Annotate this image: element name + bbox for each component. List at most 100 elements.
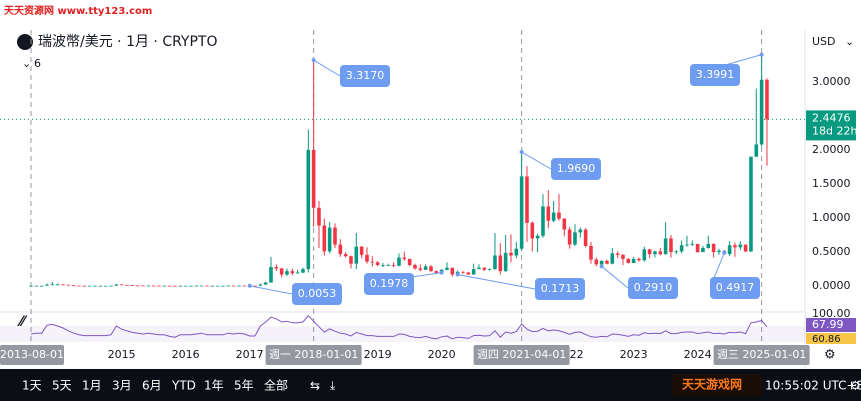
compare-icon[interactable]: ⇆ xyxy=(310,379,320,393)
candle-body xyxy=(285,271,289,275)
rsi-ma-last: 60.86 xyxy=(812,334,841,345)
range-button[interactable]: 1年 xyxy=(204,379,224,393)
range-button[interactable]: 全部 xyxy=(264,378,288,393)
candle-body xyxy=(386,265,391,266)
clock: 10:55:02 UTC+8 xyxy=(765,379,861,393)
candle-body xyxy=(642,249,647,261)
candle-body xyxy=(418,268,423,270)
rsi-last-box xyxy=(806,318,856,332)
candle-body xyxy=(130,285,135,286)
candle-body xyxy=(685,244,689,246)
range-button[interactable]: 3月 xyxy=(112,379,132,393)
candle-body xyxy=(77,285,81,287)
candle-body xyxy=(674,251,679,253)
candle-body xyxy=(359,246,364,255)
candle-body xyxy=(669,238,673,253)
indicator-toggle[interactable]: ⌄ xyxy=(22,57,31,70)
candle-body xyxy=(311,149,316,208)
candle-body xyxy=(589,245,593,260)
range-button[interactable]: 5年 xyxy=(234,379,254,393)
candle-body xyxy=(103,285,108,287)
candle-body xyxy=(93,285,97,287)
candle-body xyxy=(733,245,737,248)
x-tick-label: 2016 xyxy=(172,348,200,361)
symbol-logo xyxy=(17,34,33,50)
candle-body xyxy=(605,260,609,264)
candle-body xyxy=(119,284,124,286)
annotation-box xyxy=(364,273,414,295)
candle-body xyxy=(327,227,332,252)
annotation-point xyxy=(439,270,444,275)
currency[interactable]: USD xyxy=(812,35,836,48)
range-button[interactable]: 5天 xyxy=(52,379,72,393)
candle-body xyxy=(162,285,167,287)
candle-body xyxy=(717,250,721,253)
candle-body xyxy=(498,255,503,272)
candle-body xyxy=(279,268,284,275)
candle-body xyxy=(466,272,471,275)
candle-body xyxy=(205,285,209,287)
x-tick-label: 2023 xyxy=(620,348,648,361)
currency-dropdown[interactable]: ⌄ xyxy=(845,35,854,48)
candle-body xyxy=(530,222,535,239)
annotation-point xyxy=(722,250,727,255)
x-tick-label: 2024 xyxy=(684,348,712,361)
annotation-point xyxy=(311,58,316,63)
annotation-label: 0.4917 xyxy=(716,281,755,294)
rsi-last: 67.99 xyxy=(812,318,844,331)
settings-icon[interactable]: ⚙ xyxy=(850,379,861,393)
candle-body xyxy=(82,285,87,287)
candle-body xyxy=(626,258,631,263)
annotation-leader xyxy=(521,151,552,170)
symbol-title: 瑞波幣/美元 · 1月 · CRYPTO xyxy=(38,34,218,50)
annotation-label: 0.1713 xyxy=(541,282,580,295)
candle-body xyxy=(125,284,129,286)
candle-body xyxy=(34,285,39,287)
axis-settings[interactable]: ⚙ xyxy=(824,348,836,363)
candle-body xyxy=(269,267,273,283)
annotation-box xyxy=(710,277,760,299)
candle-body xyxy=(146,285,151,287)
candle-body xyxy=(423,266,428,270)
candle-body xyxy=(434,271,439,274)
candle-body xyxy=(551,212,556,221)
annotation-point xyxy=(247,283,252,288)
annotation-point xyxy=(759,52,764,57)
x-tick-label: 2020 xyxy=(428,348,456,361)
candle-body xyxy=(482,267,487,270)
annotation-leader xyxy=(601,265,629,289)
candle-body xyxy=(679,245,684,252)
annotation-label: 1.9690 xyxy=(557,162,596,175)
candle-body xyxy=(381,265,385,266)
annotation-leader xyxy=(457,273,536,290)
candle-body xyxy=(71,285,76,287)
range-button[interactable]: YTD xyxy=(171,379,196,393)
annotation-box xyxy=(340,65,390,87)
candle-body xyxy=(477,267,481,270)
candle-body xyxy=(306,149,311,270)
candle-body xyxy=(615,253,620,255)
date-range-icon[interactable]: ⤓ xyxy=(330,379,336,393)
candle-body xyxy=(541,206,545,236)
candle-body xyxy=(546,206,551,221)
crosshair-label: 週一 2018-01-01 xyxy=(269,348,358,361)
candle-body xyxy=(226,285,231,287)
candle-body xyxy=(258,284,263,286)
candle-body xyxy=(141,285,145,287)
candle-body xyxy=(658,251,663,255)
range-button[interactable]: 6月 xyxy=(142,379,162,393)
candle-body xyxy=(695,243,700,253)
candle-body xyxy=(194,285,199,287)
range-button[interactable]: 1天 xyxy=(22,379,42,393)
indicator-count[interactable]: 6 xyxy=(34,57,41,70)
candle-body xyxy=(61,284,65,286)
range-button[interactable]: 1月 xyxy=(82,379,102,393)
candle-body xyxy=(765,79,769,120)
candle-body xyxy=(349,256,353,264)
candle-body xyxy=(743,244,748,252)
candle-body xyxy=(557,212,561,219)
candle-body xyxy=(610,253,615,264)
annotation-point xyxy=(519,150,524,155)
candle-body xyxy=(354,246,359,264)
rsi-tick-label: 100.00 xyxy=(812,307,851,320)
